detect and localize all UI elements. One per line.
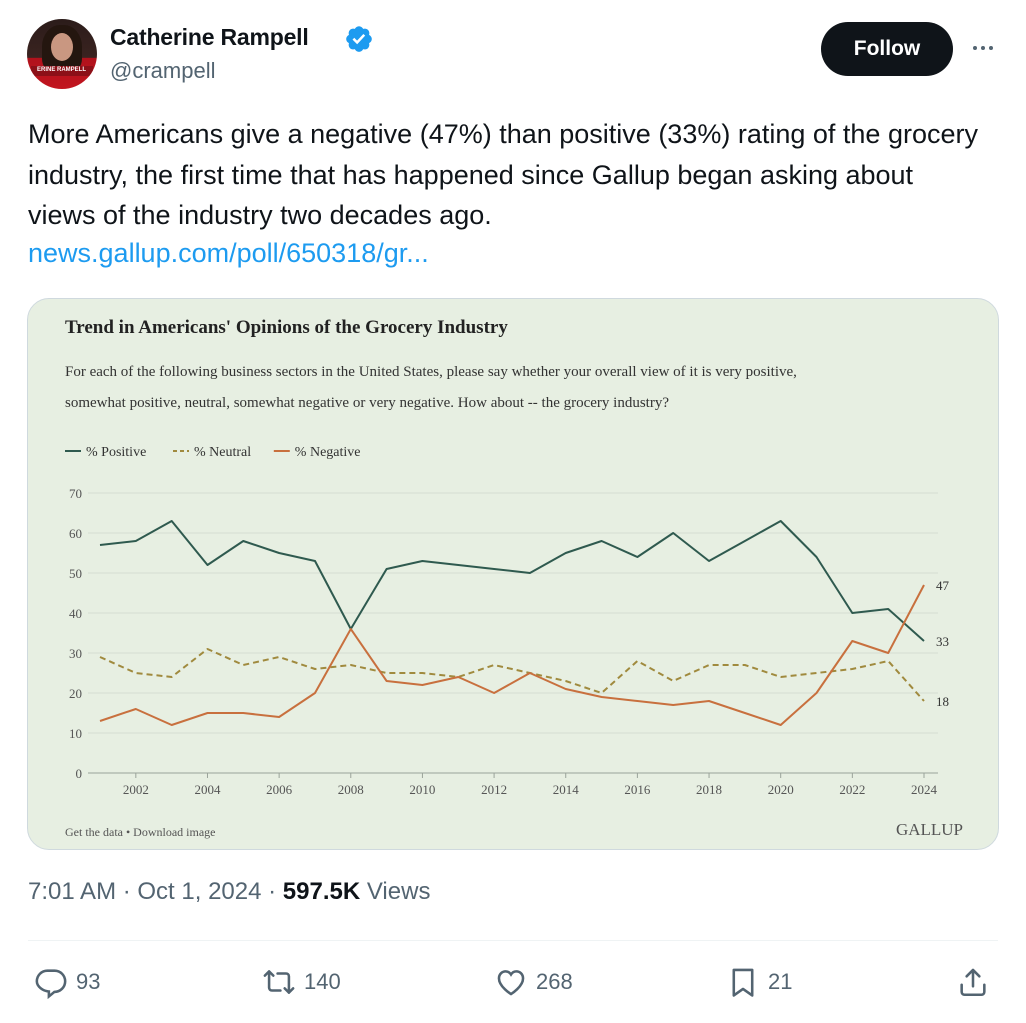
x-tick-label: 2014	[553, 782, 580, 797]
x-tick-label: 2012	[481, 782, 507, 797]
end-value-label: 18	[936, 694, 949, 709]
y-axis-ticks: 0 10 20 30 40 50 60 70	[69, 486, 82, 781]
chart-subtitle-line-1: For each of the following business secto…	[65, 364, 797, 380]
y-tick-label: 20	[69, 686, 82, 701]
x-tick-label: 2002	[123, 782, 149, 797]
reply-count: 93	[76, 969, 101, 994]
repost-icon	[263, 970, 295, 994]
bookmark-count: 21	[768, 969, 793, 994]
line-chart: Trend in Americans' Opinions of the Groc…	[65, 317, 963, 839]
like-button[interactable]: 268	[494, 962, 573, 1002]
y-tick-label: 30	[69, 646, 82, 661]
legend-label: % Positive	[86, 445, 146, 460]
reply-button[interactable]: 93	[34, 962, 100, 1002]
tweet-link[interactable]: news.gallup.com/poll/650318/gr...	[28, 238, 429, 268]
tweet-text: More Americans give a negative (47%) tha…	[28, 119, 978, 230]
x-tick-label: 2024	[911, 782, 938, 797]
y-tick-label: 10	[69, 726, 82, 741]
chart-card[interactable]: Trend in Americans' Opinions of the Groc…	[27, 298, 999, 850]
bookmark-icon	[732, 968, 754, 997]
repost-button[interactable]: 140	[262, 962, 341, 1002]
bookmark-button[interactable]: 21	[726, 962, 792, 1002]
series-line-negative	[99, 584, 925, 726]
y-tick-label: 0	[76, 766, 83, 781]
series-line-positive	[99, 520, 925, 642]
x-tick-label: 2020	[768, 782, 794, 797]
tweet-meta: 7:01 AM · Oct 1, 2024 · 597.5K Views	[28, 878, 430, 906]
user-name[interactable]: Catherine Rampell	[110, 24, 309, 50]
y-tick-label: 50	[69, 566, 82, 581]
chart-legend: % Positive % Neutral % Negative	[65, 445, 361, 460]
end-value-label: 33	[936, 634, 949, 649]
x-tick-label: 2008	[338, 782, 364, 797]
y-tick-label: 40	[69, 606, 82, 621]
legend-label: % Neutral	[194, 445, 251, 460]
gallup-logo: GALLUP	[896, 820, 963, 839]
x-axis-ticks: 2002 2004 2006 2008 2010 2012 2014 2016 2018 2020…	[123, 773, 938, 797]
like-count: 268	[536, 969, 573, 994]
y-tick-label: 70	[69, 486, 82, 501]
repost-count: 140	[304, 969, 341, 994]
avatar[interactable]: ERINE RAMPELL	[27, 19, 97, 89]
x-tick-label: 2004	[194, 782, 221, 797]
divider	[28, 940, 998, 941]
x-tick-label: 2006	[266, 782, 293, 797]
tweet-timestamp[interactable]: 7:01 AM · Oct 1, 2024 ·	[28, 878, 283, 905]
reply-icon	[35, 969, 67, 999]
views-label: Views	[360, 878, 431, 905]
follow-button[interactable]: Follow	[821, 22, 953, 76]
y-tick-label: 60	[69, 526, 82, 541]
x-tick-label: 2018	[696, 782, 722, 797]
heart-icon	[497, 970, 525, 996]
end-labels: 33 18 47	[936, 578, 950, 709]
chart-title: Trend in Americans' Opinions of the Groc…	[65, 317, 508, 338]
series-line-neutral	[99, 648, 925, 702]
chart-subtitle-line-2: somewhat positive, neutral, somewhat neg…	[65, 395, 669, 411]
user-handle[interactable]: @crampell	[110, 58, 216, 83]
more-options-icon[interactable]	[968, 38, 998, 58]
legend-label: % Negative	[295, 445, 361, 460]
end-value-label: 47	[936, 578, 950, 593]
chart-grid	[88, 492, 938, 774]
chart-footer-links: Get the data • Download image	[65, 825, 216, 839]
views-count: 597.5K	[282, 878, 361, 905]
share-icon	[960, 968, 986, 997]
verified-badge-icon	[346, 26, 372, 52]
avatar-caption: ERINE RAMPELL	[37, 67, 87, 73]
x-tick-label: 2022	[839, 782, 865, 797]
share-button[interactable]	[956, 962, 990, 1002]
avatar-face	[51, 33, 73, 61]
avatar-caption-strip: ERINE RAMPELL	[31, 66, 93, 76]
x-tick-label: 2010	[409, 782, 435, 797]
chart-series	[99, 520, 925, 726]
x-tick-label: 2016	[624, 782, 651, 797]
